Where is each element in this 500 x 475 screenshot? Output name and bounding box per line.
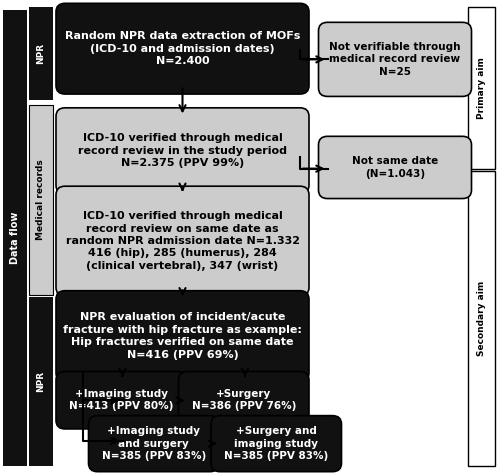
- FancyBboxPatch shape: [28, 7, 52, 100]
- Text: NPR: NPR: [36, 370, 45, 392]
- FancyBboxPatch shape: [56, 108, 309, 194]
- Text: ICD-10 verified through medical
record review on same date as
random NPR admissi: ICD-10 verified through medical record r…: [66, 211, 300, 271]
- Text: +Imaging study
N=413 (PPV 80%): +Imaging study N=413 (PPV 80%): [69, 389, 174, 411]
- FancyBboxPatch shape: [468, 7, 495, 169]
- Text: Secondary aim: Secondary aim: [477, 281, 486, 356]
- FancyBboxPatch shape: [178, 371, 309, 429]
- Text: Medical records: Medical records: [36, 159, 45, 240]
- FancyBboxPatch shape: [318, 22, 472, 96]
- FancyBboxPatch shape: [56, 371, 186, 429]
- Text: Random NPR data extraction of MOFs
(ICD-10 and admission dates)
N=2.400: Random NPR data extraction of MOFs (ICD-…: [65, 31, 300, 66]
- Text: Data flow: Data flow: [10, 211, 20, 264]
- Text: NPR: NPR: [36, 43, 45, 64]
- Text: Not verifiable through
medical record review
N=25: Not verifiable through medical record re…: [329, 42, 461, 77]
- FancyBboxPatch shape: [28, 297, 52, 466]
- FancyBboxPatch shape: [2, 10, 26, 466]
- FancyBboxPatch shape: [28, 104, 52, 294]
- Text: +Surgery and
imaging study
N=385 (PPV 83%): +Surgery and imaging study N=385 (PPV 83…: [224, 426, 328, 461]
- Text: Primary aim: Primary aim: [477, 57, 486, 119]
- Text: NPR evaluation of incident/acute
fracture with hip fracture as example:
Hip frac: NPR evaluation of incident/acute fractur…: [63, 313, 302, 360]
- FancyBboxPatch shape: [318, 136, 472, 199]
- Text: ICD-10 verified through medical
record review in the study period
N=2.375 (PPV 9: ICD-10 verified through medical record r…: [78, 133, 287, 168]
- Text: +Imaging study
and surgery
N=385 (PPV 83%): +Imaging study and surgery N=385 (PPV 83…: [102, 426, 206, 461]
- FancyBboxPatch shape: [56, 291, 309, 381]
- FancyBboxPatch shape: [468, 171, 495, 466]
- FancyBboxPatch shape: [56, 3, 309, 94]
- FancyBboxPatch shape: [56, 186, 309, 296]
- FancyBboxPatch shape: [211, 416, 342, 472]
- Text: +Surgery
N=386 (PPV 76%): +Surgery N=386 (PPV 76%): [192, 389, 296, 411]
- FancyBboxPatch shape: [88, 416, 219, 472]
- Text: Not same date
(N=1.043): Not same date (N=1.043): [352, 156, 438, 179]
